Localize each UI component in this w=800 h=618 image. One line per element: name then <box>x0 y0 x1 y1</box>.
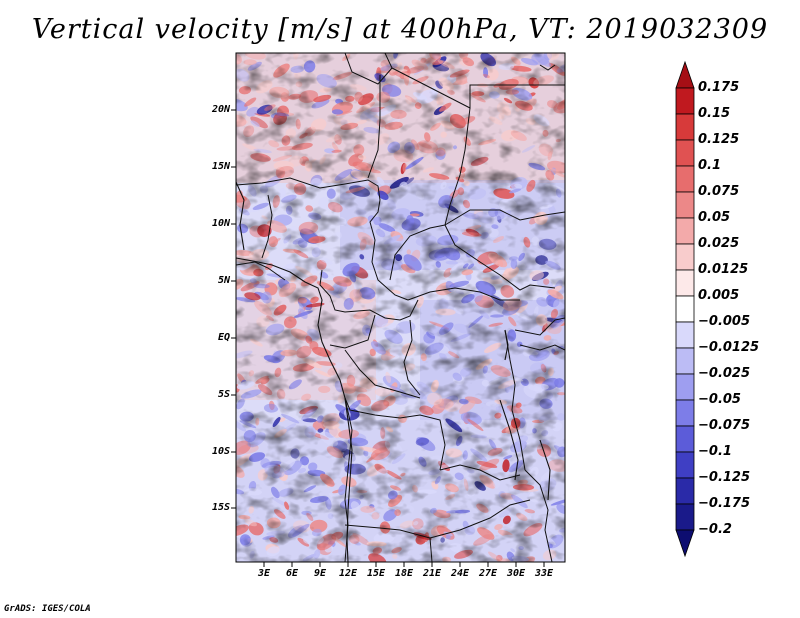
colorbar-segment <box>675 165 695 193</box>
lat-label: 20N <box>211 104 230 115</box>
lon-label: 6E <box>285 568 299 579</box>
colorbar-segment <box>675 217 695 245</box>
colorbar-segment <box>675 503 695 531</box>
colorbar-label: −0.075 <box>698 418 751 433</box>
lon-label: 33E <box>534 568 554 579</box>
colorbar-label: −0.025 <box>698 366 751 381</box>
country-borders <box>236 53 565 562</box>
colorbar-segment <box>675 87 695 115</box>
colorbar-label: 0.025 <box>698 236 740 251</box>
colorbar-segment <box>675 399 695 427</box>
colorbar-label: −0.0125 <box>698 340 760 355</box>
colorbar-segment <box>675 60 695 89</box>
lat-label: 5S <box>217 389 230 400</box>
velocity-field <box>236 53 565 562</box>
lat-label: EQ <box>217 332 230 343</box>
lon-label: 24E <box>450 568 470 579</box>
chart-title: Vertical velocity [m/s] at 400hPa, VT: 2… <box>31 14 769 45</box>
lat-label: 10N <box>211 218 230 229</box>
colorbar-label: 0.0125 <box>698 262 749 277</box>
colorbar-segment <box>675 269 695 297</box>
colorbar-segment <box>675 139 695 167</box>
lon-label: 15E <box>366 568 386 579</box>
colorbar-label: −0.175 <box>698 496 751 511</box>
credit-text: GrADS: IGES/COLA <box>4 604 91 614</box>
colorbar-label: 0.175 <box>698 80 740 95</box>
colorbar-label: 0.005 <box>698 288 740 303</box>
colorbar-label: 0.05 <box>698 210 731 225</box>
colorbar-segment <box>675 425 695 453</box>
lat-label: 15N <box>211 161 230 172</box>
lon-label: 9E <box>313 568 327 579</box>
lat-label: 5N <box>217 275 230 286</box>
colorbar-segment <box>675 451 695 479</box>
colorbar-segment <box>675 243 695 271</box>
colorbar-label: 0.15 <box>698 106 731 121</box>
colorbar <box>675 60 695 558</box>
lon-label: 3E <box>257 568 271 579</box>
colorbar-segment <box>675 373 695 401</box>
lat-label: 10S <box>211 446 230 457</box>
lon-label: 12E <box>338 568 358 579</box>
colorbar-label: 0.1 <box>698 158 722 173</box>
colorbar-segment <box>675 477 695 505</box>
axis-ticks <box>231 109 545 567</box>
lon-label: 27E <box>478 568 498 579</box>
colorbar-segment <box>675 113 695 141</box>
colorbar-label: 0.075 <box>698 184 740 199</box>
colorbar-segment <box>675 295 695 323</box>
lon-label: 21E <box>422 568 442 579</box>
colorbar-segment <box>675 529 695 558</box>
colorbar-label: 0.125 <box>698 132 740 147</box>
plot-frame <box>235 52 566 563</box>
colorbar-segment <box>675 191 695 219</box>
colorbar-segment <box>675 321 695 349</box>
colorbar-label: −0.005 <box>698 314 751 329</box>
coastline <box>236 181 551 562</box>
lat-label: 15S <box>211 502 230 513</box>
colorbar-label: −0.1 <box>698 444 732 459</box>
colorbar-segment <box>675 347 695 375</box>
lon-label: 30E <box>506 568 526 579</box>
colorbar-label: −0.125 <box>698 470 751 485</box>
lon-label: 18E <box>394 568 414 579</box>
colorbar-label: −0.05 <box>698 392 741 407</box>
colorbar-label: −0.2 <box>698 522 732 537</box>
